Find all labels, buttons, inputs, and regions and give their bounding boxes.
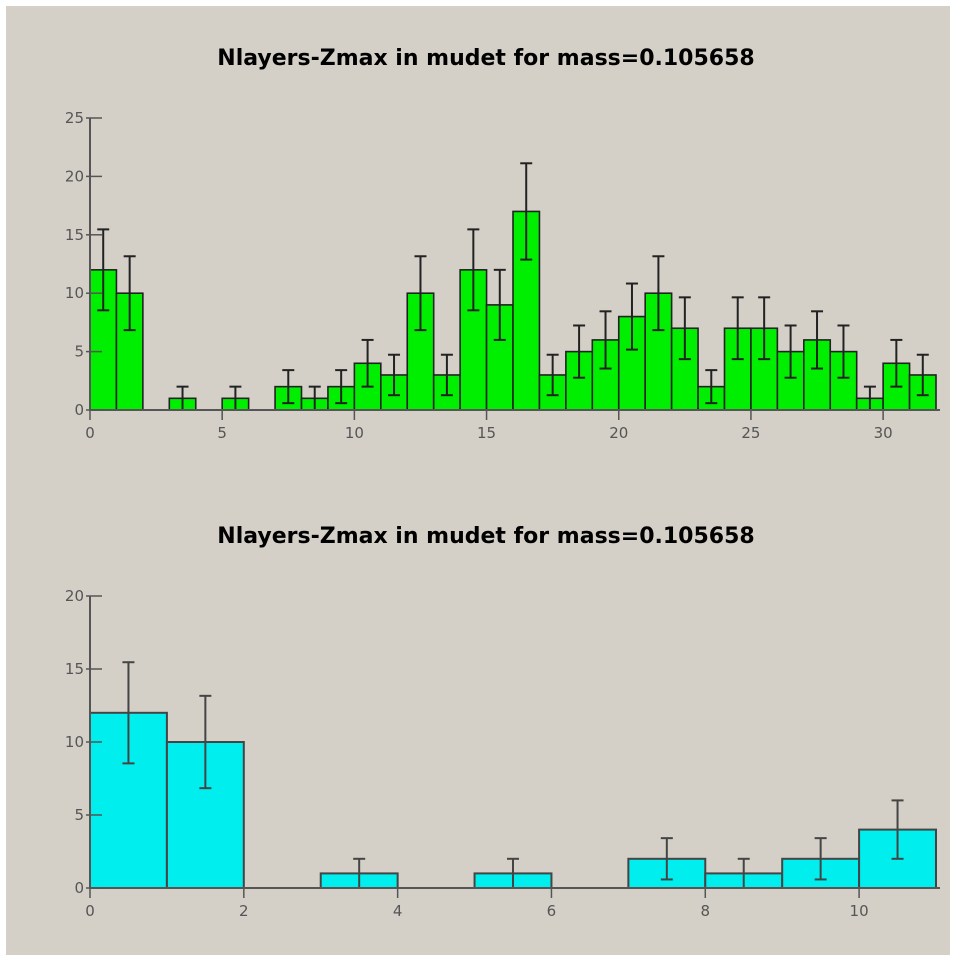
error-bar-0-14 xyxy=(467,228,480,312)
error-bar-1-9 xyxy=(814,837,827,881)
x-tick-label-0-2: 10 xyxy=(345,424,364,442)
error-bar-0-1 xyxy=(123,255,136,332)
x-tick-label-1-3: 6 xyxy=(547,902,557,920)
error-bar-0-13 xyxy=(440,353,453,397)
error-bar-0-31 xyxy=(916,353,929,397)
y-tick-label-1-4: 20 xyxy=(65,587,84,605)
x-tick-label-0-4: 20 xyxy=(609,424,628,442)
error-bar-0-16 xyxy=(520,162,533,261)
y-tick-label-0-3: 15 xyxy=(65,226,84,244)
error-bar-0-19 xyxy=(599,310,612,370)
error-bar-0-18 xyxy=(573,324,586,379)
error-bar-0-27 xyxy=(811,310,824,370)
error-bar-0-28 xyxy=(837,324,850,379)
error-bar-1-10 xyxy=(891,799,904,860)
y-tick-label-1-0: 0 xyxy=(74,879,84,897)
error-bar-0-10 xyxy=(361,338,374,388)
error-bar-0-12 xyxy=(414,255,427,332)
error-bar-1-7 xyxy=(660,837,673,881)
x-tick-label-1-4: 8 xyxy=(700,902,710,920)
y-tick-label-1-1: 5 xyxy=(74,806,84,824)
error-bar-0-15 xyxy=(493,268,506,341)
error-bar-0-30 xyxy=(890,338,903,388)
chart-title-bottom: Nlayers-Zmax in mudet for mass=0.105658 xyxy=(217,524,754,549)
error-bar-0-21 xyxy=(652,255,665,332)
error-bar-1-1 xyxy=(199,694,212,790)
error-bar-0-7 xyxy=(282,369,295,405)
top-histogram: 0 5 10 15 20 25 0 5 10 15 20 25 30 xyxy=(65,109,940,442)
x-tick-label-1-2: 4 xyxy=(393,902,403,920)
error-bar-0-25 xyxy=(758,296,771,361)
error-bar-0-0 xyxy=(97,228,110,312)
bar-0-22 xyxy=(670,327,699,411)
x-tick-label-0-6: 30 xyxy=(874,424,893,442)
y-tick-label-0-1: 5 xyxy=(74,343,84,361)
x-tick-label-0-5: 25 xyxy=(741,424,760,442)
error-bar-0-24 xyxy=(731,296,744,361)
y-tick-label-0-5: 25 xyxy=(65,109,84,127)
x-tick-label-0-3: 15 xyxy=(477,424,496,442)
x-tick-label-0-1: 5 xyxy=(217,424,227,442)
y-tick-label-0-2: 10 xyxy=(65,284,84,302)
error-bar-1-0 xyxy=(122,661,135,765)
x-tick-label-1-0: 0 xyxy=(85,902,95,920)
error-bar-0-23 xyxy=(705,369,718,405)
bottom-histogram: 0 5 10 15 20 0 2 4 6 8 10 xyxy=(65,587,940,920)
error-bar-0-17 xyxy=(546,353,559,397)
error-bar-0-11 xyxy=(388,353,401,397)
y-tick-label-1-3: 15 xyxy=(65,660,84,678)
y-tick-label-1-2: 10 xyxy=(65,733,84,751)
x-tick-label-1-1: 2 xyxy=(239,902,249,920)
y-tick-label-0-4: 20 xyxy=(65,167,84,185)
x-tick-label-1-5: 10 xyxy=(850,902,869,920)
error-bar-0-9 xyxy=(335,369,348,405)
error-bar-0-26 xyxy=(784,324,797,379)
chart-title-top: Nlayers-Zmax in mudet for mass=0.105658 xyxy=(217,46,754,71)
error-bar-0-22 xyxy=(678,296,691,361)
error-bar-0-20 xyxy=(625,282,638,351)
x-tick-label-0-0: 0 xyxy=(85,424,95,442)
y-tick-label-0-0: 0 xyxy=(74,401,84,419)
